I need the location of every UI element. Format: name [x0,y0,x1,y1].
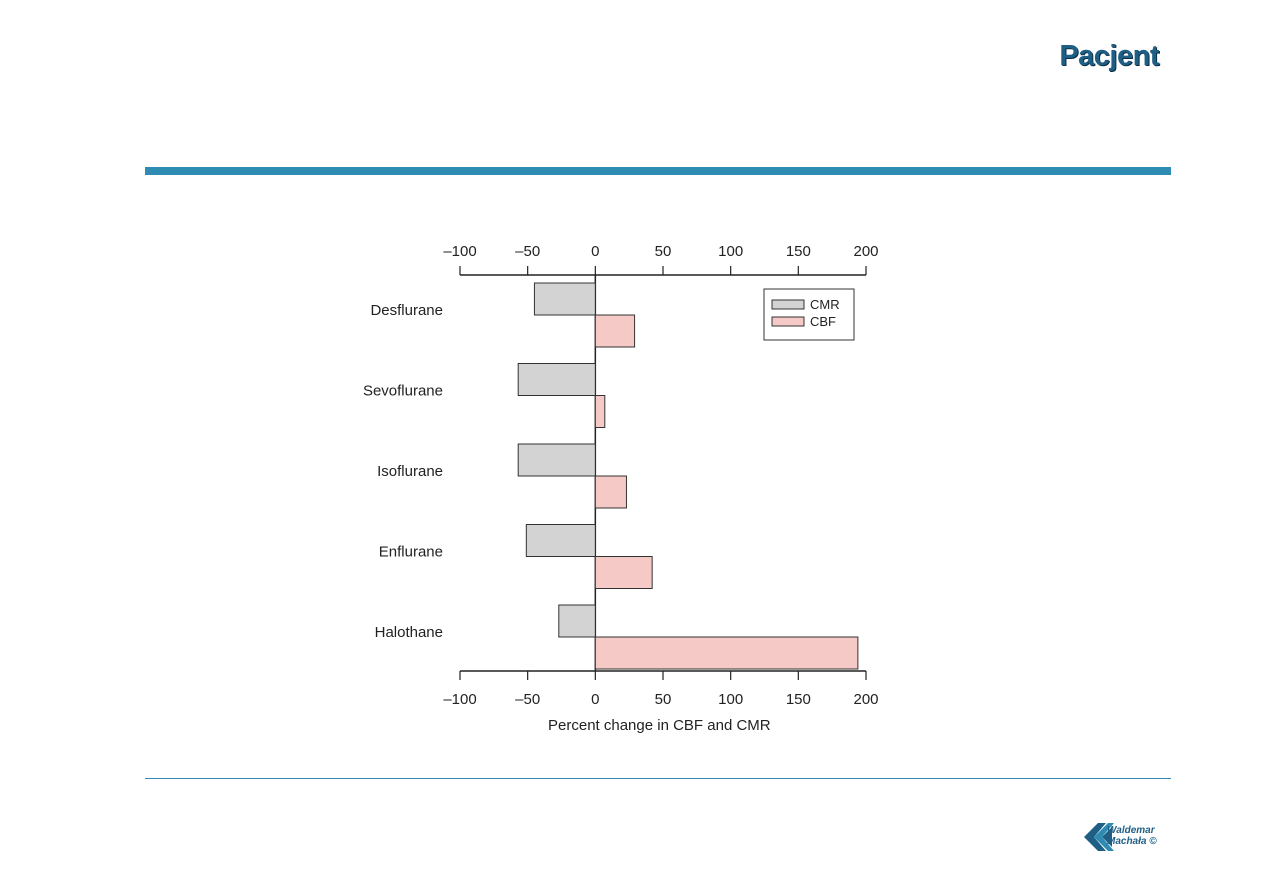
cmr-bar [517,443,596,477]
category-label: Sevoflurane [363,383,443,400]
bottom-tick-label: 150 [786,691,811,708]
footer-divider [145,778,1171,779]
legend-box [763,288,855,341]
bottom-tick-label: –100 [443,691,476,708]
slide-title: Pacjent [1059,40,1159,72]
legend-label: CMR [810,297,840,312]
top-tick-label: 50 [655,243,672,260]
cbf-bar [594,556,653,589]
top-tick-label: 0 [591,243,599,260]
top-tick-label: –50 [515,243,540,260]
cbf-bar [594,314,636,348]
bottom-tick-label: –50 [515,691,540,708]
logo-icon [1084,823,1114,851]
cmr-bar [525,524,596,557]
bottom-tick-label: 50 [655,691,672,708]
top-tick-label: –100 [443,243,476,260]
cmr-bar [533,282,596,316]
header-divider [145,167,1171,175]
bottom-tick-label: 0 [591,691,599,708]
cbf-bar [594,475,627,509]
category-label: Enflurane [379,544,443,561]
cbf-legend-swatch [771,316,805,327]
cbf-bar [594,636,859,670]
legend-label: CBF [810,314,836,329]
top-tick-label: 200 [853,243,878,260]
category-label: Isoflurane [377,463,443,480]
cmr-legend-swatch [771,299,805,310]
cmr-bar [558,604,596,638]
category-label: Desflurane [370,302,443,319]
cbf-bar [594,395,606,428]
top-tick-label: 100 [718,243,743,260]
bottom-tick-label: 200 [853,691,878,708]
logo-name-line2: Machała © [1107,836,1157,847]
bottom-tick-label: 100 [718,691,743,708]
top-tick-label: 150 [786,243,811,260]
logo-name-line1: Waldemar [1107,825,1155,836]
cmr-bar [517,363,596,396]
x-axis-label: Percent change in CBF and CMR [548,717,771,734]
category-label: Halothane [375,624,443,641]
